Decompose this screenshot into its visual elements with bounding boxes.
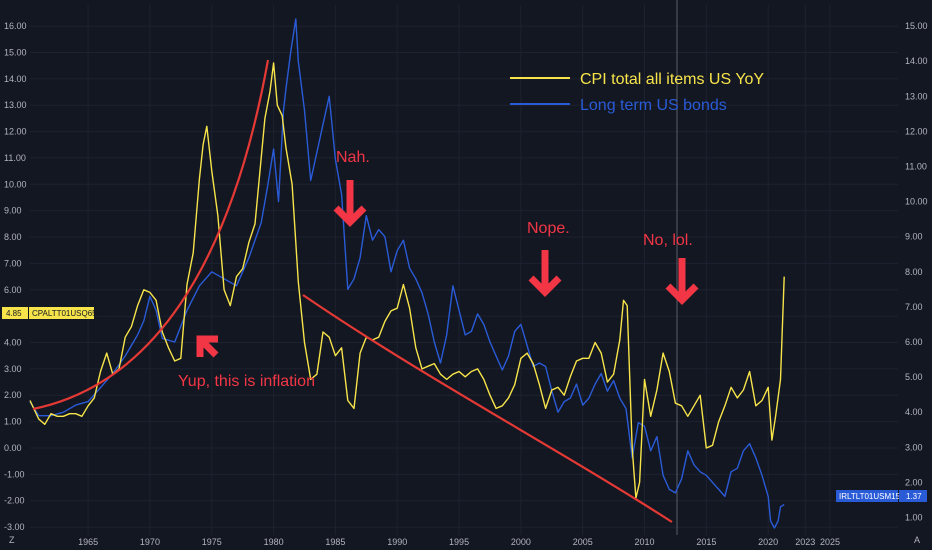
right-tick-label: 13.00	[905, 91, 928, 101]
x-tick-label: 2020	[758, 537, 778, 547]
left-tick-label: 13.00	[4, 100, 27, 110]
series-layer	[29, 18, 785, 529]
left-tick-label: 7.00	[4, 258, 22, 268]
right-tick-label: 11.00	[905, 161, 927, 171]
left-value-text: 4.85	[6, 309, 22, 318]
right-symbol-text: IRLTLT01USM156N	[839, 492, 911, 501]
x-tick-label: 1995	[449, 537, 469, 547]
x-tick-label: 1980	[264, 537, 284, 547]
x-tick-label: 1965	[78, 537, 98, 547]
right-tick-label: 12.00	[905, 126, 928, 136]
right-tick-label: 7.00	[905, 302, 923, 312]
right-tick-label: 10.00	[905, 197, 928, 207]
right-tick-label: 1.00	[905, 512, 923, 522]
x-tick-label: 1990	[387, 537, 407, 547]
left-tick-label: 4.00	[4, 338, 22, 348]
right-axis: 15.00 14.00 13.00 12.00 11.00 10.00 9.00 8.00 7.…	[905, 21, 928, 522]
right-price-badge[interactable]: IRLTLT01USM156N 1.37	[836, 490, 927, 502]
x-tick-label: 2010	[635, 537, 655, 547]
right-tick-label: 9.00	[905, 232, 923, 242]
right-tick-label: 6.00	[905, 337, 923, 347]
x-tick-label: 2015	[696, 537, 716, 547]
left-tick-label: 3.00	[4, 364, 22, 374]
left-tick-label: -1.00	[4, 469, 25, 479]
auto-scale-button[interactable]: A	[914, 535, 920, 545]
left-value-badge	[2, 307, 28, 319]
left-tick-label: 6.00	[4, 285, 22, 295]
arrow-up-left-icon	[196, 335, 219, 358]
right-tick-label: 5.00	[905, 372, 923, 382]
left-symbol-text: CPALTT01USQ659N	[32, 309, 107, 318]
cpi-series-line	[29, 62, 785, 499]
left-tick-label: -2.00	[4, 496, 25, 506]
legend-label-bonds: Long term US bonds	[580, 97, 727, 114]
x-tick-label: 1970	[140, 537, 160, 547]
legend: CPI total all items US YoY Long term US …	[510, 71, 764, 114]
left-tick-label: 10.00	[4, 179, 27, 189]
annotation-label: Nah.	[336, 149, 370, 166]
left-tick-label: 12.00	[4, 127, 27, 137]
annotation-label: Yup, this is inflation	[178, 373, 315, 390]
x-axis: 1965 1970 1975 1980 1985 1990 1995 2000 2005 2010…	[78, 537, 840, 547]
x-tick-label: 1985	[325, 537, 345, 547]
left-price-badge[interactable]: 4.85 CPALTT01USQ659N	[2, 307, 107, 319]
inflation-curve	[32, 59, 270, 411]
disinflation-curve	[302, 294, 673, 523]
left-tick-label: 11.00	[4, 153, 26, 163]
right-tick-label: 14.00	[905, 56, 928, 66]
left-tick-label: 14.00	[4, 74, 27, 84]
timezone-button[interactable]: Z	[9, 535, 15, 545]
left-tick-label: 15.00	[4, 47, 27, 57]
arrow-down-icon	[333, 180, 367, 227]
left-tick-label: 9.00	[4, 206, 22, 216]
x-tick-label: 2023	[795, 537, 815, 547]
right-symbol-badge	[836, 490, 898, 502]
legend-label-cpi: CPI total all items US YoY	[580, 71, 764, 88]
x-tick-label: 2005	[573, 537, 593, 547]
annotation-label: No, lol.	[643, 232, 693, 249]
left-tick-label: 0.00	[4, 443, 22, 453]
right-tick-label: 4.00	[905, 407, 923, 417]
x-tick-label: 2000	[511, 537, 531, 547]
left-tick-label: 2.00	[4, 390, 22, 400]
left-tick-label: 1.00	[4, 417, 22, 427]
left-symbol-badge	[29, 307, 94, 319]
annotation-label: Nope.	[527, 220, 570, 237]
bonds-series-line	[29, 18, 785, 529]
right-tick-label: 15.00	[905, 21, 928, 31]
x-tick-label: 2025	[820, 537, 840, 547]
left-tick-label: 8.00	[4, 232, 22, 242]
right-value-text: 1.37	[906, 492, 922, 501]
right-tick-label: 2.00	[905, 477, 923, 487]
x-tick-label: 1975	[202, 537, 222, 547]
left-tick-label: -3.00	[4, 522, 25, 532]
right-value-badge	[899, 490, 927, 502]
grid	[30, 5, 898, 535]
arrow-down-icon	[665, 258, 699, 305]
right-tick-label: 8.00	[905, 267, 923, 277]
left-tick-label: 16.00	[4, 21, 27, 31]
arrow-down-icon	[528, 250, 562, 297]
right-tick-label: 3.00	[905, 442, 923, 452]
